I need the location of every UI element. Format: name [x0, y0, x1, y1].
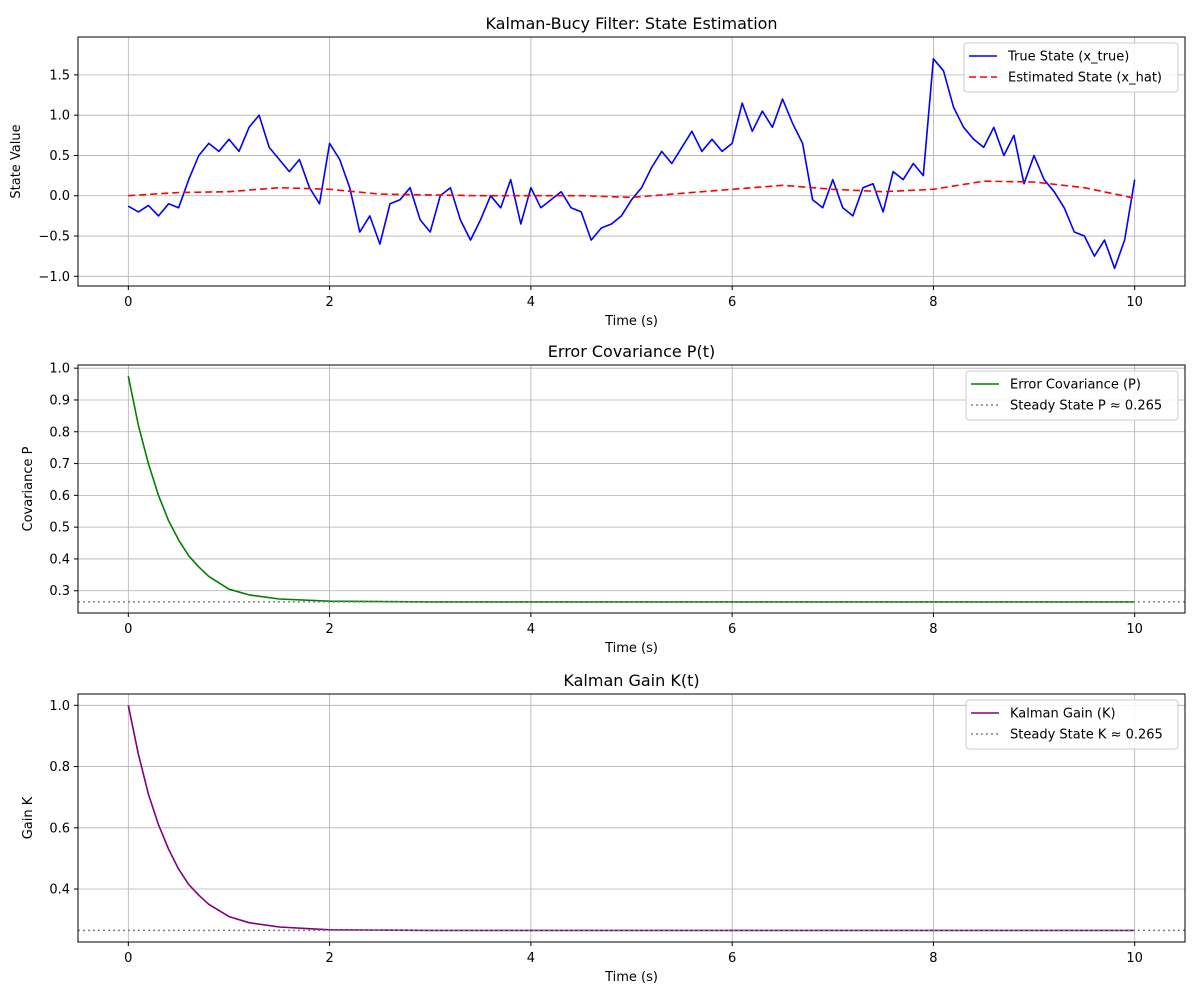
- y-tick-label: −1.0: [38, 270, 70, 285]
- chart-title: Kalman Gain K(t): [563, 671, 699, 690]
- y-tick-label: 1.0: [49, 362, 70, 377]
- series-line-1: [127, 57, 1136, 270]
- x-tick-label: 4: [527, 951, 535, 966]
- legend: Error Covariance (P) Steady State P ≈ 0.2…: [965, 370, 1179, 421]
- chart-panel-2: 0 2 4 6 8 10 0.3 0.4 0.5 0.6 0.7 0.8 0.9 1.0 Error Cov…: [21, 342, 1186, 656]
- legend-box: [965, 370, 1179, 421]
- series-line-2: [128, 180, 1135, 199]
- x-tick-label: 10: [1126, 622, 1143, 637]
- y-tick-label: 0.8: [49, 760, 70, 775]
- legend: True State (x_true) Estimated State (x_ha…: [963, 42, 1179, 93]
- x-tick-label: 6: [728, 951, 736, 966]
- x-tick-label: 0: [124, 622, 132, 637]
- legend-box: [963, 42, 1179, 93]
- y-tick-label: 1.0: [49, 109, 70, 124]
- chart-panel-1: 0 2 4 6 8 10 −1.0 −0.5 0.0 0.5 1.0 1.5 Kalman-Bucy F…: [9, 14, 1186, 329]
- y-tick-label: 0.3: [49, 584, 70, 599]
- plot-area: [127, 57, 1136, 270]
- x-axis-label: Time (s): [604, 970, 658, 985]
- x-axis-label: Time (s): [604, 314, 658, 329]
- x-tick-label: 2: [325, 622, 333, 637]
- y-tick-label: 0.9: [49, 393, 70, 408]
- plot-area: [78, 705, 1185, 932]
- y-axis-label: Covariance P: [21, 446, 36, 531]
- x-tick-label: 0: [124, 295, 132, 310]
- legend-label-1: Kalman Gain (K): [1010, 707, 1116, 722]
- x-tick-label: 2: [325, 951, 333, 966]
- x-tick-label: 8: [929, 295, 937, 310]
- x-tick-label: 8: [929, 622, 937, 637]
- x-tick-label: 0: [124, 951, 132, 966]
- legend-label-2: Estimated State (x_hat): [1008, 71, 1162, 86]
- legend-label-1: Error Covariance (P): [1010, 378, 1141, 393]
- legend: Kalman Gain (K) Steady State K ≈ 0.265: [965, 699, 1179, 750]
- y-tick-label: 1.5: [49, 68, 70, 83]
- x-tick-label: 6: [728, 295, 736, 310]
- y-tick-label: 0.4: [49, 552, 70, 567]
- axes-frame: [77, 364, 1186, 614]
- y-tick-label: 0.4: [49, 883, 70, 898]
- y-tick-label: 1.0: [49, 699, 70, 714]
- x-tick-label: 2: [325, 295, 333, 310]
- chart-title: Error Covariance P(t): [548, 342, 715, 361]
- legend-box: [965, 699, 1179, 750]
- x-tick-label: 6: [728, 622, 736, 637]
- y-axis-label: Gain K: [21, 796, 36, 839]
- chart-panel-3: 0 2 4 6 8 10 0.4 0.6 0.8 1.0 Kalman Gain K(t) Time …: [21, 671, 1186, 985]
- x-axis-label: Time (s): [604, 641, 658, 656]
- y-tick-label: 0.8: [49, 425, 70, 440]
- y-tick-label: −0.5: [38, 230, 70, 245]
- x-tick-label: 10: [1126, 951, 1143, 966]
- x-tick-label: 8: [929, 951, 937, 966]
- y-tick-label: 0.6: [49, 489, 70, 504]
- legend-label-2: Steady State P ≈ 0.265: [1010, 399, 1162, 414]
- x-tick-label: 10: [1126, 295, 1143, 310]
- x-tick-label: 4: [527, 622, 535, 637]
- y-tick-label: 0.0: [49, 189, 70, 204]
- y-tick-label: 0.7: [49, 457, 70, 472]
- axes-frame: [77, 36, 1186, 287]
- y-axis-label: State Value: [9, 124, 24, 198]
- axes-frame: [77, 693, 1186, 943]
- y-tick-label: 0.5: [49, 149, 70, 164]
- y-tick-label: 0.6: [49, 821, 70, 836]
- plot-area: [78, 375, 1185, 603]
- chart-title: Kalman-Bucy Filter: State Estimation: [485, 14, 777, 33]
- x-tick-label: 4: [527, 295, 535, 310]
- legend-label-2: Steady State K ≈ 0.265: [1010, 728, 1163, 743]
- y-tick-label: 0.5: [49, 521, 70, 536]
- legend-label-1: True State (x_true): [1007, 50, 1129, 65]
